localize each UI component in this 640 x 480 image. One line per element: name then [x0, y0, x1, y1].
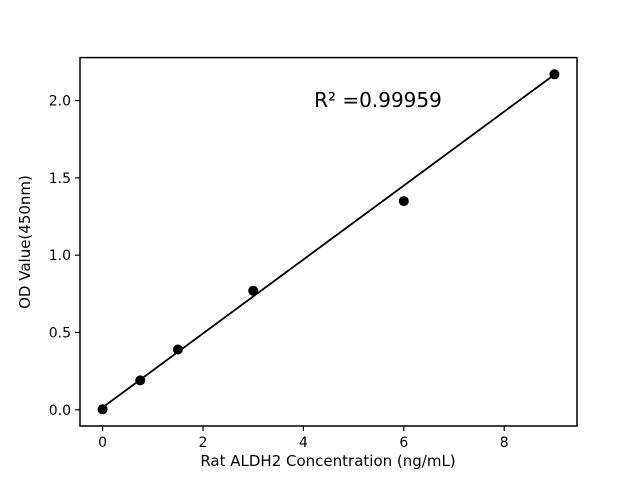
trendline — [101, 73, 556, 409]
data-point — [135, 375, 146, 386]
x-tick-label: 6 — [399, 435, 408, 451]
data-point — [172, 344, 183, 355]
x-tick-label: 0 — [98, 435, 107, 451]
data-layer — [97, 69, 560, 415]
x-tick-label: 2 — [199, 435, 208, 451]
axes-layer: 0 2 4 6 8 0.0 0.5 1.0 1.5 2.0 — [49, 56, 578, 451]
y-tick-label: 0.5 — [49, 325, 71, 341]
data-point — [97, 404, 108, 415]
y-axis-label: OD Value(450nm) — [16, 175, 34, 309]
y-tick-label: 0.0 — [49, 403, 71, 419]
y-tick-label: 1.5 — [49, 171, 71, 187]
r-squared-annotation: R² =0.99959 — [314, 88, 442, 112]
y-tick-label: 2.0 — [49, 94, 71, 110]
y-tick-label: 1.0 — [49, 248, 71, 264]
plot-frame — [79, 56, 578, 427]
data-point — [248, 285, 259, 296]
x-tick-label: 4 — [299, 435, 308, 451]
x-axis-label: Rat ALDH2 Concentration (ng/mL) — [200, 452, 455, 470]
data-point — [398, 196, 409, 207]
data-point — [549, 69, 560, 80]
x-tick-label: 8 — [500, 435, 509, 451]
